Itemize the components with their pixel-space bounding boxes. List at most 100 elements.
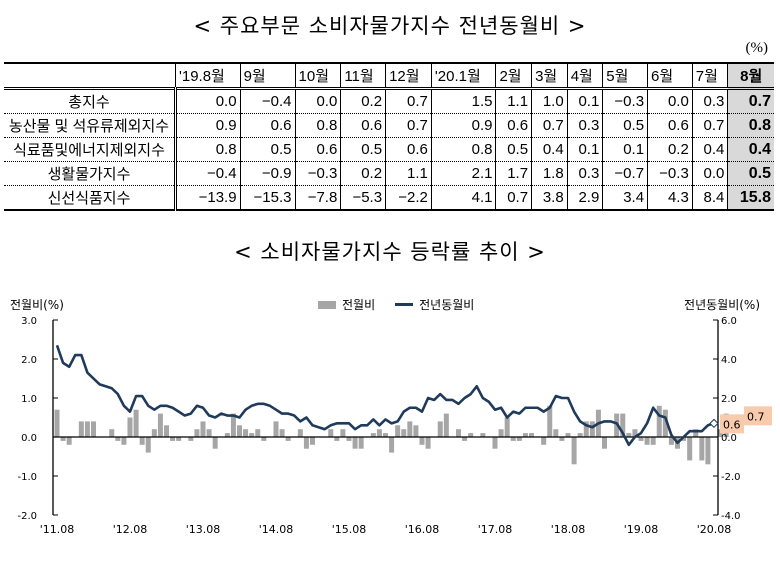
- table-cell: 0.5: [239, 137, 296, 162]
- table-cell: −5.3: [340, 185, 386, 210]
- table-cell: 0.7: [727, 88, 774, 114]
- left-tick-label: 1.0: [21, 394, 37, 405]
- row-label: 생활물가지수: [4, 161, 177, 186]
- row-label: 식료품및에너지제외지수: [4, 137, 177, 162]
- table-cell: 0.5: [495, 137, 532, 162]
- row-label: 총지수: [4, 88, 177, 114]
- bar: [413, 425, 419, 437]
- bar: [133, 409, 139, 437]
- bar: [510, 437, 516, 441]
- table-unit: (%): [745, 40, 769, 56]
- table-cell: 0.7: [691, 113, 728, 138]
- bar: [352, 437, 358, 449]
- table-cell: 1.5: [430, 88, 496, 114]
- column-header: 3월: [531, 63, 568, 89]
- column-header: '20.1월: [430, 63, 496, 89]
- x-tick-label: '19.08: [624, 523, 659, 536]
- table-cell: −0.4: [239, 88, 296, 114]
- table-cell: 0.2: [340, 161, 386, 186]
- table-cell: −0.3: [602, 88, 648, 114]
- right-tick-label: 0.0: [721, 433, 737, 444]
- bar: [577, 433, 583, 437]
- bar: [127, 417, 133, 437]
- cpi-table: '19.8월 9월 10월 11월 12월 '20.1월 2월 3월 4월 5월 6월 7월 8월 총지…: [4, 62, 774, 211]
- bar: [553, 429, 559, 437]
- bar: [176, 437, 182, 441]
- row-label: 농산물 및 석유류제외지수: [4, 113, 177, 138]
- bar: [389, 437, 395, 453]
- x-tick-label: '13.08: [186, 523, 221, 536]
- table-row: 농산물 및 석유류제외지수 0.9 0.6 0.8 0.6 0.7 0.9 0.6 0.7 0.3…: [4, 113, 774, 138]
- bar: [462, 437, 468, 441]
- bar: [164, 425, 169, 437]
- legend-bar-swatch: [318, 300, 336, 309]
- table-cell: −0.3: [294, 161, 341, 186]
- corner-cell: [4, 63, 176, 89]
- table-cell: 1.7: [495, 161, 532, 186]
- table-row: 생활물가지수 −0.4 −0.9 −0.3 0.2 1.1 2.1 1.7 1.8 0.3 −0.7…: [4, 161, 774, 186]
- bar: [261, 437, 267, 441]
- column-header: 6월: [647, 63, 693, 89]
- table-cell: 0.9: [175, 113, 241, 138]
- bar: [468, 433, 474, 437]
- bar: [285, 437, 291, 441]
- bar: [303, 437, 309, 449]
- annotation-yoy-bg: [744, 406, 772, 426]
- column-header: 9월: [239, 63, 296, 89]
- column-header: 4월: [566, 63, 603, 89]
- bar: [492, 437, 498, 449]
- table-cell: 3.4: [602, 185, 648, 210]
- table-cell: 0.3: [691, 88, 728, 114]
- bar: [602, 437, 607, 449]
- bar: [681, 437, 687, 441]
- table-cell: 0.3: [566, 113, 603, 138]
- bar: [656, 405, 662, 437]
- bar: [334, 437, 340, 441]
- table-cell: 0.0: [294, 88, 341, 114]
- bar: [589, 421, 595, 437]
- table-cell: 0.2: [647, 137, 693, 162]
- left-tick-label: 2.0: [21, 355, 37, 366]
- bar: [255, 429, 261, 437]
- right-tick-label: 2.0: [721, 394, 737, 405]
- right-axis-label: 전년동월비(%): [684, 298, 760, 312]
- legend-bar-label: 전월비: [342, 298, 376, 312]
- table-cell: −15.3: [239, 185, 296, 210]
- table-title: < 주요부문 소비자물가지수 전년동월비 >: [193, 14, 587, 38]
- table-cell: 3.8: [531, 185, 568, 210]
- bar: [419, 437, 425, 445]
- table-cell: 0.4: [727, 137, 774, 162]
- bar: [230, 413, 236, 437]
- table-cell: −0.9: [239, 161, 296, 186]
- bar: [693, 429, 699, 437]
- bar: [632, 429, 638, 437]
- table-cell: 2.9: [566, 185, 603, 210]
- bar: [705, 437, 711, 465]
- table-header-row: '19.8월 9월 10월 11월 12월 '20.1월 2월 3월 4월 5월 6월 7월 8월: [4, 63, 774, 89]
- bar: [565, 433, 571, 437]
- bar: [370, 433, 376, 437]
- bar: [60, 437, 66, 441]
- table-cell: 0.6: [647, 113, 693, 138]
- table-cell: 0.6: [340, 113, 386, 138]
- bar: [78, 421, 84, 437]
- bar: [547, 405, 553, 437]
- bar: [200, 421, 206, 437]
- table-cell: 1.1: [495, 88, 532, 114]
- bar: [456, 429, 461, 437]
- bar: [139, 437, 145, 445]
- bar: [522, 433, 528, 437]
- right-tick-label: 4.0: [721, 355, 737, 366]
- bar: [249, 433, 255, 437]
- bar: [66, 437, 72, 445]
- table-cell: −2.2: [385, 185, 432, 210]
- bar: [188, 437, 194, 441]
- table-cell: 0.6: [495, 113, 532, 138]
- table-cell: 1.8: [531, 161, 568, 186]
- bar: [504, 417, 510, 437]
- table-cell: 0.7: [495, 185, 532, 210]
- bar: [638, 437, 644, 441]
- table-cell: 0.5: [727, 161, 774, 186]
- bar: [650, 437, 656, 445]
- bar: [310, 437, 315, 445]
